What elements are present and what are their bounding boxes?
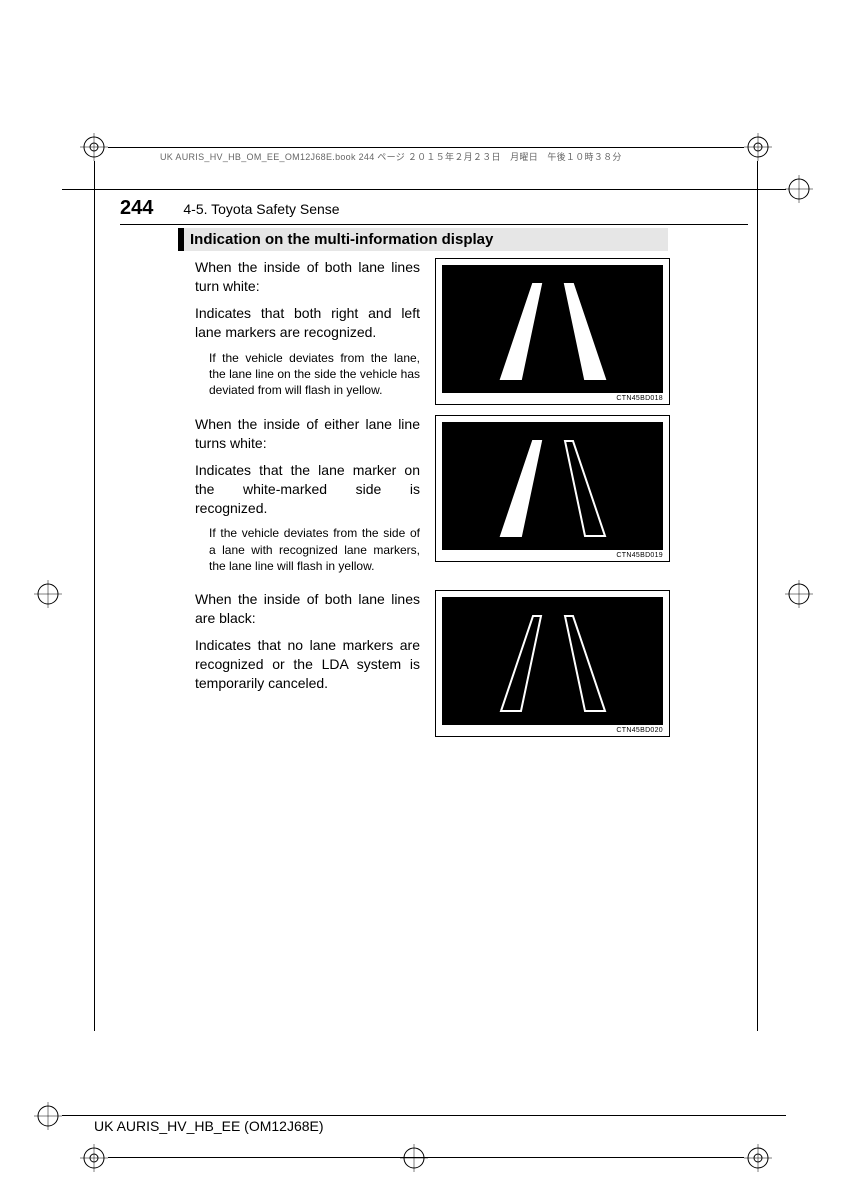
crop-line xyxy=(108,147,744,148)
lane-display-icon xyxy=(442,597,663,725)
info-block: When the inside of both lane lines are b… xyxy=(195,590,670,737)
block-sub: If the vehicle deviates from the side of… xyxy=(209,525,420,574)
crop-mark-bl2 xyxy=(34,1102,62,1130)
crop-line xyxy=(757,161,758,1031)
section-heading: Indication on the multi-information disp… xyxy=(178,228,668,251)
block-title: When the inside of both lane lines turn … xyxy=(195,258,420,296)
crop-mark-tl xyxy=(80,133,108,161)
crop-mark-bm xyxy=(400,1144,428,1172)
figure-caption: CTN45BD018 xyxy=(442,395,663,402)
crop-line xyxy=(94,161,95,1031)
crop-line xyxy=(62,1115,786,1116)
figure-frame: CTN45BD018 xyxy=(435,258,670,405)
crop-line xyxy=(62,189,786,190)
info-block: When the inside of both lane lines turn … xyxy=(195,258,670,405)
figure-caption: CTN45BD020 xyxy=(442,727,663,734)
crop-mark-tr xyxy=(744,133,772,161)
lane-display-icon xyxy=(442,265,663,393)
footer-code: UK AURIS_HV_HB_EE (OM12J68E) xyxy=(94,1118,324,1134)
page-header: 244 4-5. Toyota Safety Sense xyxy=(120,197,748,225)
info-block: When the inside of either lane line turn… xyxy=(195,415,670,580)
crop-mark-br xyxy=(744,1144,772,1172)
crop-line xyxy=(108,1157,744,1158)
crop-mark-tr2 xyxy=(785,175,813,203)
crop-mark-bl xyxy=(80,1144,108,1172)
page-number: 244 xyxy=(120,197,153,220)
figure-frame: CTN45BD019 xyxy=(435,415,670,562)
block-body: Indicates that both right and left lane … xyxy=(195,304,420,342)
figure-caption: CTN45BD019 xyxy=(442,552,663,559)
block-body: Indicates that no lane markers are recog… xyxy=(195,636,420,693)
block-body: Indicates that the lane marker on the wh… xyxy=(195,461,420,518)
crop-mark-ml xyxy=(34,580,62,608)
section-name: 4-5. Toyota Safety Sense xyxy=(183,201,339,217)
block-title: When the inside of both lane lines are b… xyxy=(195,590,420,628)
block-title: When the inside of either lane line turn… xyxy=(195,415,420,453)
figure-frame: CTN45BD020 xyxy=(435,590,670,737)
meta-line: UK AURIS_HV_HB_OM_EE_OM12J68E.book 244 ペ… xyxy=(160,150,622,163)
content-area: When the inside of both lane lines turn … xyxy=(195,258,670,747)
block-sub: If the vehicle deviates from the lane, t… xyxy=(209,350,420,399)
crop-mark-mr xyxy=(785,580,813,608)
lane-display-icon xyxy=(442,422,663,550)
